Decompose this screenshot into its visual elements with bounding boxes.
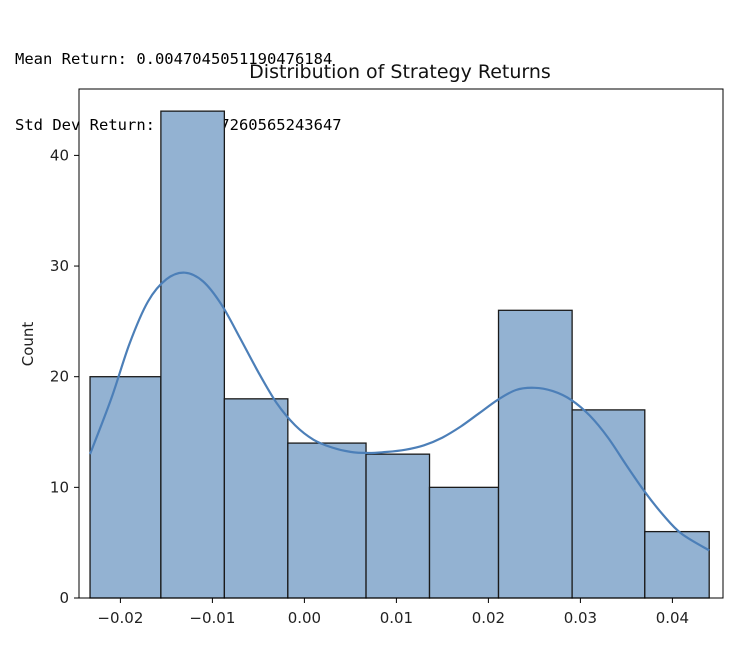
- y-tick-label: 10: [50, 478, 69, 496]
- x-tick-label: −0.02: [97, 609, 143, 627]
- x-tick-label: 0.04: [656, 609, 689, 627]
- x-tick-label: 0.01: [380, 609, 413, 627]
- histogram-bar-4: [365, 453, 431, 599]
- histogram-bar-2: [223, 398, 289, 599]
- x-tick-label: 0.02: [472, 609, 505, 627]
- plot-frame: [78, 88, 724, 599]
- histogram-bar-7: [571, 409, 646, 599]
- x-tick-label: 0.03: [564, 609, 597, 627]
- y-axis-label: Count: [19, 322, 37, 367]
- histogram-bar-1: [160, 110, 226, 599]
- histogram-bar-5: [428, 486, 500, 599]
- y-tick-label: 30: [50, 257, 69, 275]
- mean-return-line: Mean Return: 0.0047045051190476184: [15, 50, 333, 68]
- kde-curve: [88, 271, 710, 552]
- x-tick-label: −0.01: [189, 609, 235, 627]
- histogram-bar-8: [644, 530, 710, 599]
- x-tick-label: 0.00: [288, 609, 321, 627]
- histogram-bar-0: [89, 376, 162, 599]
- bars-group: [89, 110, 710, 599]
- y-tick-label: 20: [50, 368, 69, 386]
- y-axis-ticks: 0 10 20 30 40: [50, 146, 79, 607]
- histogram-bar-6: [497, 309, 573, 599]
- x-axis-ticks: −0.02 −0.01 0.00 0.01 0.02 0.03 0.04: [97, 598, 689, 627]
- y-tick-label: 0: [59, 589, 69, 607]
- chart-title: Distribution of Strategy Returns: [249, 61, 551, 83]
- y-tick-label: 40: [50, 146, 69, 164]
- histogram-bar-3: [287, 442, 367, 599]
